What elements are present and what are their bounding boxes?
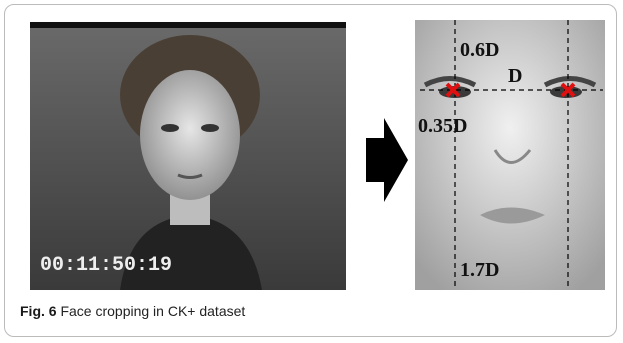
caption-label: Fig. 6 xyxy=(20,303,57,319)
left-photo: 00:11:50:19 xyxy=(30,22,346,290)
right-photo: 0.6D D 0.35D 1.7D xyxy=(415,20,605,290)
page: 00:11:50:19 0.6D D 0.35D 1.7D Fig. 6 Fac… xyxy=(0,0,623,343)
caption: Fig. 6 Face cropping in CK+ dataset xyxy=(20,303,245,319)
annotation: 0.35D xyxy=(418,115,467,137)
annotation: D xyxy=(508,65,522,87)
annotation: 0.6D xyxy=(460,39,499,61)
figure-images: 00:11:50:19 0.6D D 0.35D 1.7D xyxy=(0,0,623,300)
annotation: 1.7D xyxy=(460,259,499,281)
timecode: 00:11:50:19 xyxy=(40,254,172,277)
arrow xyxy=(366,118,408,202)
caption-text: Face cropping in CK+ dataset xyxy=(60,303,245,319)
